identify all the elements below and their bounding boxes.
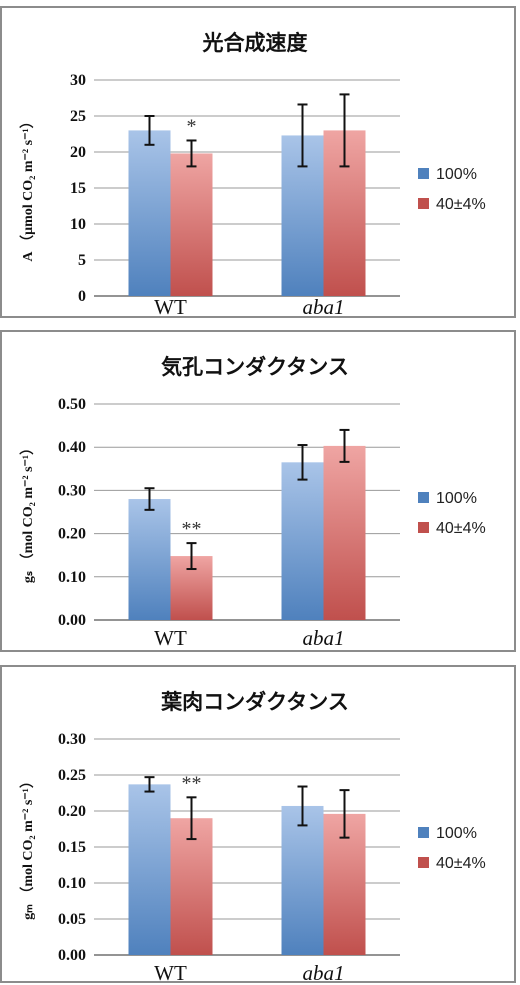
y-tick-label: 0.00 xyxy=(58,947,86,964)
y-tick-label: 0.10 xyxy=(58,875,86,892)
legend-label: 100% xyxy=(436,166,477,183)
chart-svg-photosynthesis: 光合成速度 0 5 10 15 20 25 30 A （μmol CO₂ m⁻² s⁻¹） WT a… xyxy=(20,31,486,316)
category-label: WT xyxy=(154,961,187,983)
bar xyxy=(281,462,324,620)
chart-panel-mesophyll-conductance: 葉肉コンダクタンス 0.00 0.05 0.10 0.15 0.20 0.25 0.30 gₘ … xyxy=(0,665,516,983)
bar xyxy=(170,818,213,955)
y-tick-label: 0.30 xyxy=(58,482,86,499)
category-label: aba1 xyxy=(303,295,345,316)
y-tick-label: 10 xyxy=(70,216,86,233)
y-tick-label: 0.10 xyxy=(58,569,86,586)
chart-panel-stomatal-conductance: 気孔コンダクタンス 0.00 0.10 0.20 0.30 0.40 0.50 gₛ （mol… xyxy=(0,330,516,652)
legend-swatch xyxy=(418,522,429,533)
chart-svg-stomatal-conductance: 気孔コンダクタンス 0.00 0.10 0.20 0.30 0.40 0.50 gₛ （mol… xyxy=(20,355,486,650)
significance-mark: ** xyxy=(182,518,202,540)
y-tick-label: 0.05 xyxy=(58,911,86,928)
y-axis-label: gₛ （mol CO₂ m⁻² s⁻¹） xyxy=(20,441,36,583)
category-label: WT xyxy=(154,295,187,316)
significance-mark: ** xyxy=(182,772,202,794)
y-tick-label: 0.50 xyxy=(58,396,86,413)
significance-mark: * xyxy=(187,115,197,137)
bar xyxy=(281,805,324,955)
legend-label: 40±4% xyxy=(436,855,486,872)
y-tick-label: 15 xyxy=(70,180,86,197)
chart-title: 気孔コンダクタンス xyxy=(161,355,349,379)
category-label: aba1 xyxy=(303,961,345,983)
legend-label: 40±4% xyxy=(436,520,486,537)
bar xyxy=(323,445,366,620)
y-tick-label: 25 xyxy=(70,108,86,125)
legend-label: 40±4% xyxy=(436,196,486,213)
y-tick-label: 20 xyxy=(70,144,86,161)
y-tick-label: 0 xyxy=(78,288,86,305)
y-tick-label: 0.20 xyxy=(58,803,86,820)
y-tick-label: 5 xyxy=(78,252,86,269)
y-axis-label: A （μmol CO₂ m⁻² s⁻¹） xyxy=(20,114,36,261)
chart-title: 葉肉コンダクタンス xyxy=(160,690,349,714)
bar xyxy=(128,499,171,620)
legend-swatch xyxy=(418,827,429,838)
legend-label: 100% xyxy=(436,490,477,507)
y-tick-label: 0.20 xyxy=(58,526,86,543)
legend-swatch xyxy=(418,168,429,179)
y-tick-label: 0.25 xyxy=(58,767,86,784)
legend-swatch xyxy=(418,198,429,209)
bar xyxy=(170,153,213,296)
y-tick-label: 0.40 xyxy=(58,439,86,456)
chart-panel-photosynthesis: 光合成速度 0 5 10 15 20 25 30 A （μmol CO₂ m⁻² s⁻¹） WT a… xyxy=(0,6,516,318)
legend-swatch xyxy=(418,492,429,503)
y-axis-label: gₘ （mol CO₂ m⁻² s⁻¹） xyxy=(20,774,36,920)
legend-label: 100% xyxy=(436,825,477,842)
category-label: WT xyxy=(154,626,187,650)
bar xyxy=(128,784,171,955)
y-tick-label: 0.15 xyxy=(58,839,86,856)
chart-svg-mesophyll-conductance: 葉肉コンダクタンス 0.00 0.05 0.10 0.15 0.20 0.25 0.30 gₘ … xyxy=(20,690,486,983)
y-tick-label: 30 xyxy=(70,72,86,89)
bar xyxy=(128,130,171,296)
y-tick-label: 0.00 xyxy=(58,612,86,629)
category-label: aba1 xyxy=(303,626,345,650)
legend-swatch xyxy=(418,857,429,868)
y-tick-label: 0.30 xyxy=(58,731,86,748)
chart-title: 光合成速度 xyxy=(202,31,308,55)
